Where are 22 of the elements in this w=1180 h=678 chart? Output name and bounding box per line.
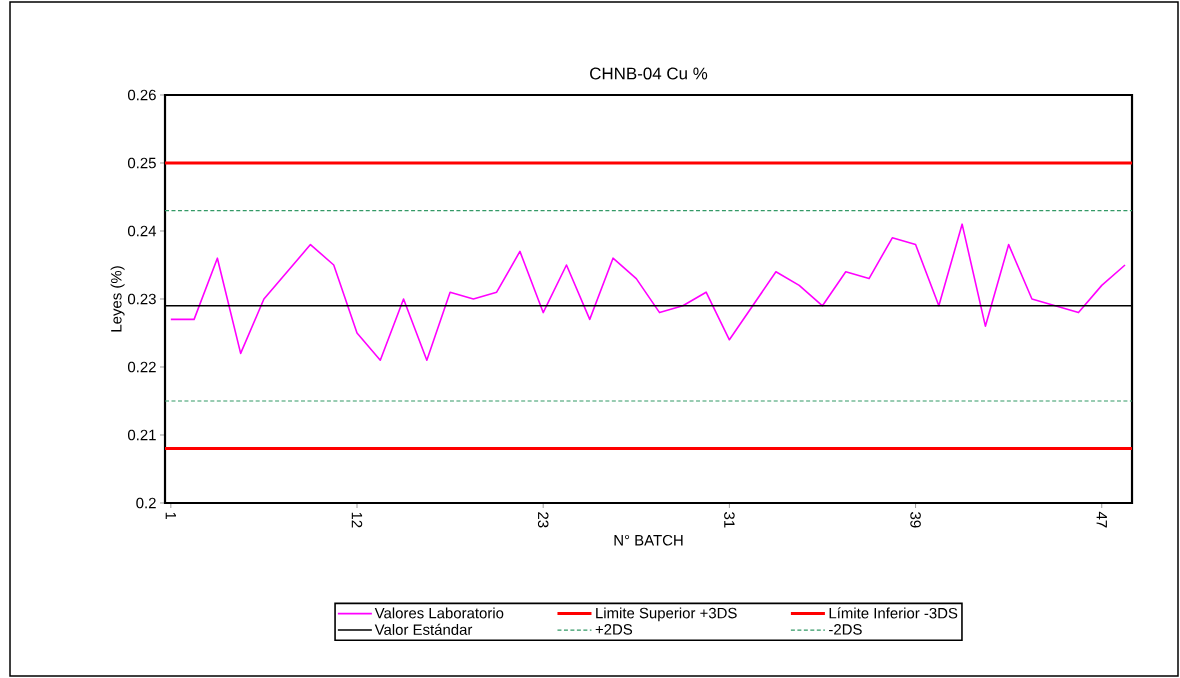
- y-axis-title: Leyes (%): [110, 266, 125, 332]
- chart-title: CHNB-04 Cu %: [590, 67, 708, 80]
- legend-label: Valores Laboratorio: [374, 607, 504, 619]
- x-tick-label: 47: [1096, 511, 1107, 528]
- y-tick-label: 0.22: [127, 361, 156, 373]
- x-tick-label: 23: [537, 512, 549, 528]
- y-tick-label: 0.2: [136, 497, 156, 509]
- legend-label: +2DS: [595, 624, 633, 635]
- legend-label: -2DS: [829, 624, 862, 635]
- y-tick-label: 0.23: [127, 293, 156, 305]
- x-tick-label: 31: [724, 512, 735, 528]
- x-axis-title: N° BATCH: [614, 534, 683, 546]
- y-tick-label: 0.24: [127, 225, 157, 237]
- legend-label: Valor Estándar: [374, 623, 473, 635]
- x-tick-label: 12: [351, 512, 363, 528]
- legend-label: Límite Inferior -3DS: [829, 607, 958, 619]
- x-tick-label: 1: [165, 512, 176, 520]
- y-tick-label: 0.21: [127, 429, 156, 441]
- x-tick-label: 39: [910, 512, 921, 528]
- y-tick-label: 0.25: [127, 157, 156, 169]
- legend-label: Limite Superior +3DS: [596, 607, 737, 622]
- y-tick-label: 0.26: [127, 89, 156, 101]
